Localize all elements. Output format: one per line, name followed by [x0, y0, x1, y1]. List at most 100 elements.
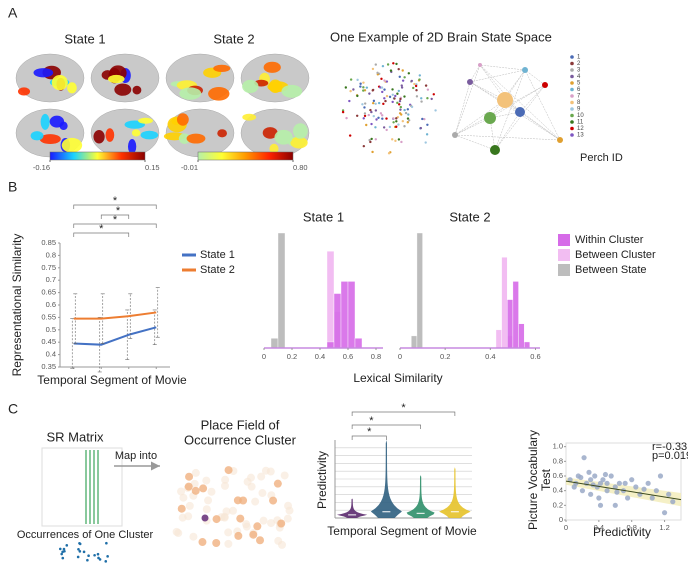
x-tick-label: 0.6 [343, 352, 353, 361]
state-point [387, 63, 389, 65]
state-point [386, 80, 388, 82]
brain-blob [242, 80, 258, 93]
graph-node [542, 82, 548, 88]
place-dot [202, 515, 209, 522]
legend-label: State 2 [200, 264, 235, 276]
state-point [349, 134, 351, 136]
brain-blob [179, 87, 201, 99]
legend-label: 11 [577, 120, 584, 126]
legend-label: 5 [577, 81, 581, 87]
place-dot [222, 507, 230, 515]
place-dot [242, 520, 250, 528]
state-point [430, 98, 432, 100]
legend-dot [570, 107, 574, 111]
legend-dot [570, 75, 574, 79]
state-point [402, 79, 404, 81]
state-point [399, 108, 401, 110]
histogram-bar [348, 281, 355, 348]
state-point [408, 72, 410, 74]
scatter-point [592, 473, 597, 478]
x-axis-label: Temporal Segment of Movie [37, 373, 187, 387]
brain-blob [31, 131, 44, 140]
place-dot [267, 468, 275, 476]
y-axis-label: Test [539, 468, 553, 491]
occurrence-dot [83, 551, 86, 554]
state-point [377, 117, 379, 119]
violin [407, 475, 435, 518]
state-point [420, 100, 422, 102]
place-dot [198, 538, 206, 546]
place-title: Occurrence Cluster [184, 432, 297, 447]
occurrence-dot [61, 551, 64, 554]
state-point [382, 65, 384, 67]
scatter-point [646, 481, 651, 486]
graph-node [478, 63, 482, 67]
graph-edge [455, 135, 560, 140]
brain-blob [213, 65, 230, 72]
place-dot [202, 477, 210, 485]
significance: * [99, 223, 104, 235]
state-point [380, 78, 382, 80]
place-dot [224, 540, 232, 548]
state-point [403, 125, 405, 127]
state-point [427, 88, 429, 90]
state-point [433, 93, 435, 95]
place-dot [199, 484, 207, 492]
scatter-point [596, 495, 601, 500]
place-dot [207, 488, 215, 496]
x-tick-label: 0.8 [371, 352, 381, 361]
panel-label: B [8, 179, 17, 195]
graph-edge [525, 70, 560, 140]
scatter-point [588, 492, 593, 497]
state-point [397, 123, 399, 125]
legend-dot [570, 88, 574, 92]
graph-node [497, 92, 513, 108]
state-point [381, 114, 383, 116]
scatter-point [617, 481, 622, 486]
scatter-point [609, 473, 614, 478]
brain-blob [187, 134, 206, 144]
legend-label: 8 [577, 100, 581, 106]
state-point [423, 118, 425, 120]
legend-swatch [558, 264, 570, 276]
legend-dot [570, 120, 574, 124]
x-axis-label: Predictivity [593, 525, 651, 539]
brain-blob [114, 83, 131, 95]
figure: A B C State 1 State 2 One Example of 2D … [0, 0, 688, 567]
x-tick-label: 1.2 [659, 523, 669, 532]
graph-edge [455, 100, 505, 135]
state-point [364, 115, 366, 117]
state-point [364, 102, 366, 104]
subplot-title: State 1 [303, 209, 344, 224]
brain-blob [52, 75, 68, 90]
space-title: One Example of 2D Brain State Space [330, 29, 552, 44]
scatter-point [598, 503, 603, 508]
state-point [399, 76, 401, 78]
state-point [407, 113, 409, 115]
state-point [413, 83, 415, 85]
graph-edge [520, 85, 545, 112]
y-tick-label: 0.4 [46, 350, 56, 359]
state-point [374, 126, 376, 128]
state-point [342, 111, 344, 113]
state-point [434, 109, 436, 111]
state-point [411, 80, 413, 82]
state-point [359, 83, 361, 85]
state-point [424, 141, 426, 143]
legend-dot [570, 94, 574, 98]
state-point [372, 68, 374, 70]
place-dot [213, 515, 221, 523]
legend-label: 2 [577, 61, 581, 67]
state-point [426, 124, 428, 126]
state-point [403, 76, 405, 78]
state-point [370, 123, 372, 125]
graph-edge [480, 65, 560, 140]
state-point [394, 140, 396, 142]
occurrence-dot [93, 554, 96, 557]
brain-blob [217, 129, 227, 137]
graph-edge [455, 85, 545, 135]
state-point [366, 86, 368, 88]
state-title: State 1 [64, 31, 105, 46]
legend-label: 7 [577, 94, 581, 100]
state-point [394, 95, 396, 97]
